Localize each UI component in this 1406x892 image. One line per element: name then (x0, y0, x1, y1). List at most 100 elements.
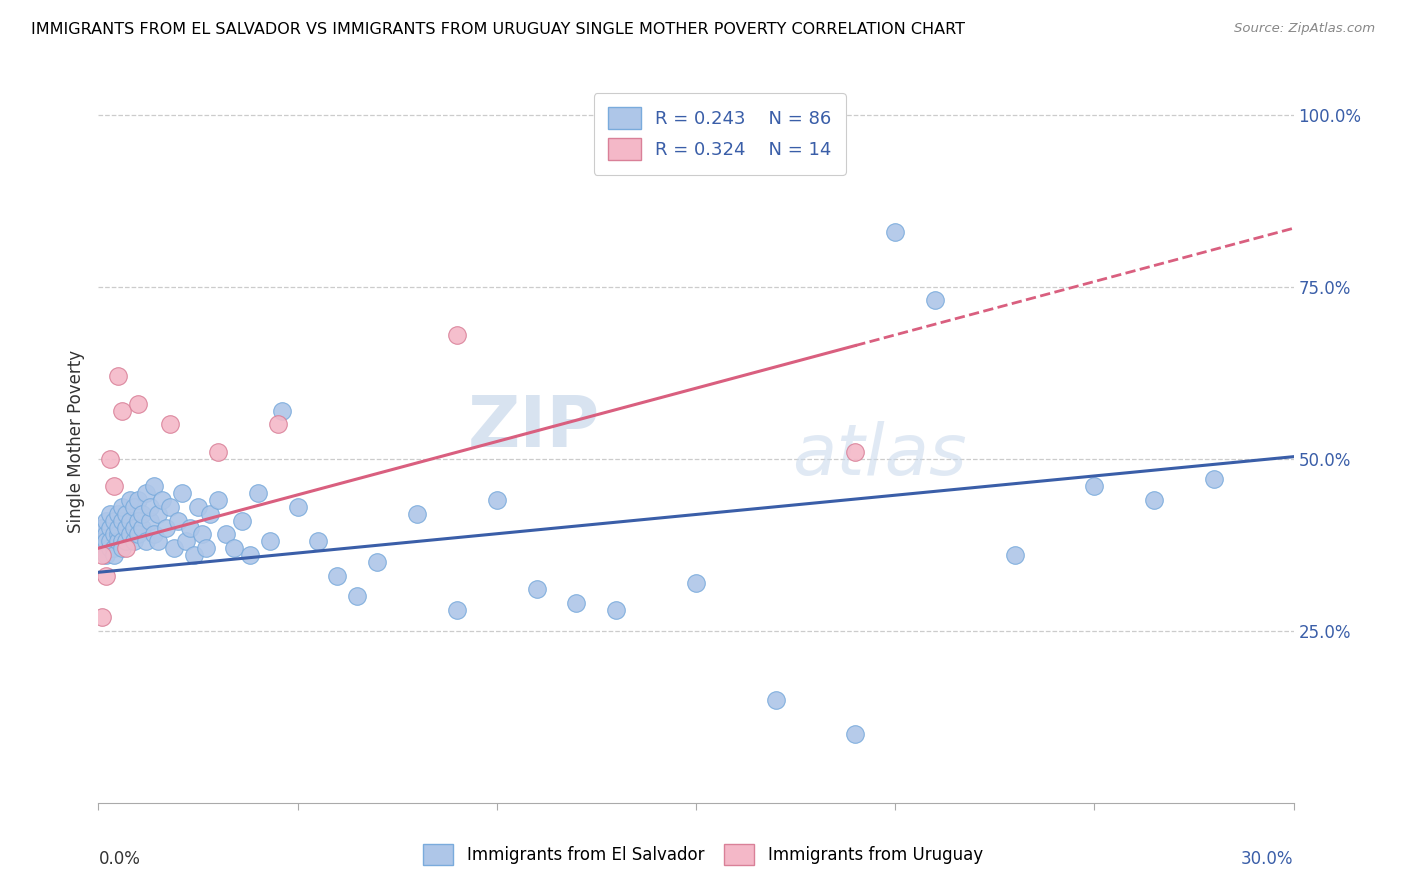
Legend: Immigrants from El Salvador, Immigrants from Uruguay: Immigrants from El Salvador, Immigrants … (415, 836, 991, 873)
Point (120, 493, 142, 508)
Text: IMMIGRANTS FROM EL SALVADOR VS IMMIGRANTS FROM URUGUAY SINGLE MOTHER POVERTY COR: IMMIGRANTS FROM EL SALVADOR VS IMMIGRANT… (31, 22, 965, 37)
Point (98, 451, 122, 466)
Point (287, 500, 309, 514)
Point (96, 568, 118, 582)
Point (239, 548, 262, 562)
Point (215, 527, 238, 541)
Point (120, 514, 142, 528)
Point (111, 534, 134, 549)
Text: 0.0%: 0.0% (98, 850, 141, 868)
Point (98, 541, 122, 556)
Point (167, 514, 190, 528)
Point (111, 403, 134, 417)
Point (155, 520, 177, 534)
Point (267, 417, 290, 432)
Point (605, 603, 627, 617)
Point (96, 514, 118, 528)
Point (485, 493, 508, 508)
Point (191, 527, 214, 541)
Point (127, 527, 149, 541)
Point (98, 520, 122, 534)
Point (406, 507, 429, 521)
Point (1143, 493, 1166, 508)
Point (131, 507, 153, 521)
Point (179, 520, 201, 534)
Point (115, 534, 138, 549)
Point (765, 692, 787, 706)
Point (143, 527, 166, 541)
Point (96, 548, 118, 562)
Text: atlas: atlas (792, 422, 966, 491)
Point (127, 493, 149, 508)
Point (207, 493, 229, 508)
Point (115, 541, 138, 556)
Point (107, 369, 129, 384)
Point (124, 500, 146, 514)
Point (148, 507, 170, 521)
Point (231, 514, 253, 528)
Point (174, 534, 197, 549)
Point (159, 417, 181, 432)
Point (143, 479, 166, 493)
Point (103, 541, 125, 556)
Point (103, 548, 125, 562)
Point (91, 610, 114, 624)
Point (844, 727, 866, 741)
Point (246, 486, 269, 500)
Point (135, 534, 157, 549)
Point (195, 541, 218, 556)
Point (148, 534, 170, 549)
Point (131, 520, 153, 534)
Point (111, 500, 134, 514)
Point (222, 541, 245, 556)
Point (307, 534, 329, 549)
Point (207, 445, 229, 459)
Point (139, 514, 162, 528)
Point (91, 548, 114, 562)
Point (103, 479, 125, 493)
Point (96, 534, 118, 549)
Point (107, 527, 129, 541)
Point (115, 507, 138, 521)
Point (96, 527, 118, 541)
Point (259, 534, 281, 549)
Point (685, 575, 707, 590)
Point (346, 590, 368, 604)
Point (183, 548, 205, 562)
Point (111, 514, 134, 528)
Point (98, 534, 122, 549)
Point (135, 486, 157, 500)
Text: Source: ZipAtlas.com: Source: ZipAtlas.com (1234, 22, 1375, 36)
Point (844, 445, 866, 459)
Point (111, 541, 134, 556)
Text: 30.0%: 30.0% (1241, 850, 1294, 868)
Point (163, 541, 186, 556)
Point (150, 493, 173, 508)
Point (1004, 548, 1026, 562)
Point (127, 514, 149, 528)
Point (159, 500, 181, 514)
Legend: R = 0.243    N = 86, R = 0.324    N = 14: R = 0.243 N = 86, R = 0.324 N = 14 (593, 93, 846, 175)
Point (107, 520, 129, 534)
Point (884, 225, 907, 239)
Point (103, 527, 125, 541)
Point (187, 500, 209, 514)
Point (107, 534, 129, 549)
Y-axis label: Single Mother Poverty: Single Mother Poverty (66, 350, 84, 533)
Point (107, 507, 129, 521)
Point (91, 534, 114, 549)
Point (565, 596, 588, 610)
Point (924, 293, 946, 308)
Point (526, 582, 548, 597)
Point (91, 541, 114, 556)
Point (127, 397, 149, 411)
Point (124, 534, 146, 549)
Point (326, 568, 349, 582)
Point (446, 603, 468, 617)
Point (120, 527, 142, 541)
Point (270, 403, 292, 417)
Point (91, 520, 114, 534)
Point (446, 327, 468, 342)
Point (115, 520, 138, 534)
Text: ZIP: ZIP (468, 392, 600, 461)
